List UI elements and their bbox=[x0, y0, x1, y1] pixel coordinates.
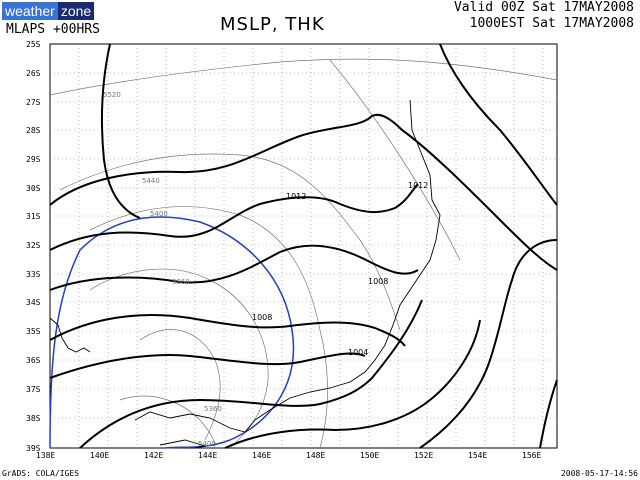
lat-tick-label: 35S bbox=[26, 327, 41, 336]
lat-tick-label: 39S bbox=[26, 444, 41, 453]
model-run-label: MLAPS +00HRS bbox=[6, 22, 100, 37]
thickness-contours bbox=[49, 58, 558, 449]
thickness-label: 5360 bbox=[172, 278, 190, 286]
lat-tick-label: 30S bbox=[26, 184, 41, 193]
thickness-label: 5520 bbox=[103, 91, 121, 99]
isobar-label: 1012 bbox=[286, 192, 306, 201]
thickness-label: 5400 bbox=[198, 440, 216, 448]
lat-tick-label: 37S bbox=[26, 385, 41, 394]
generated-timestamp: 2008-05-17-14:56 bbox=[560, 469, 638, 478]
lat-tick-label: 26S bbox=[26, 69, 41, 78]
lon-tick-label: 142E bbox=[144, 451, 163, 460]
lon-tick-label: 138E bbox=[36, 451, 55, 460]
map-title: MSLP, THK bbox=[220, 14, 325, 35]
thickness-label: 5440 bbox=[142, 177, 160, 185]
lon-tick-label: 150E bbox=[360, 451, 379, 460]
lat-tick-label: 29S bbox=[26, 155, 41, 164]
valid-time-utc: Valid 00Z Sat 17MAY2008 bbox=[453, 0, 634, 15]
lon-tick-label: 156E bbox=[522, 451, 541, 460]
valid-time-local: 1000EST Sat 17MAY2008 bbox=[469, 16, 634, 31]
isobar-label: 1004 bbox=[348, 348, 368, 357]
logo-weather: weather bbox=[2, 2, 58, 20]
isobar-label: 1012 bbox=[408, 181, 428, 190]
lon-tick-label: 146E bbox=[252, 451, 271, 460]
lon-tick-label: 148E bbox=[306, 451, 325, 460]
lon-tick-label: 144E bbox=[198, 451, 217, 460]
logo-zone: zone bbox=[57, 2, 95, 20]
isobar-label: 1008 bbox=[252, 313, 272, 322]
thickness-5400-contour bbox=[49, 216, 295, 449]
lon-tick-label: 152E bbox=[414, 451, 433, 460]
thickness-label: 5400 bbox=[150, 210, 168, 218]
thickness-label: 5360 bbox=[204, 405, 222, 413]
isobar-label: 1008 bbox=[368, 277, 388, 286]
mslp-isobars bbox=[49, 43, 558, 449]
lat-tick-label: 32S bbox=[26, 241, 41, 250]
weatherzone-logo: weather zone bbox=[2, 2, 95, 20]
lat-tick-label: 27S bbox=[26, 98, 41, 107]
lon-tick-label: 140E bbox=[90, 451, 109, 460]
lat-tick-label: 33S bbox=[26, 270, 41, 279]
grads-credit: GrADS: COLA/IGES bbox=[2, 469, 80, 478]
lat-tick-label: 28S bbox=[26, 126, 41, 135]
lon-tick-label: 154E bbox=[468, 451, 487, 460]
map-frame bbox=[49, 43, 558, 449]
lat-tick-label: 36S bbox=[26, 356, 41, 365]
lat-tick-label: 38S bbox=[26, 414, 41, 423]
lat-tick-label: 31S bbox=[26, 212, 41, 221]
lat-tick-label: 25S bbox=[26, 40, 41, 49]
lat-tick-label: 34S bbox=[26, 298, 41, 307]
coastline bbox=[49, 99, 441, 449]
